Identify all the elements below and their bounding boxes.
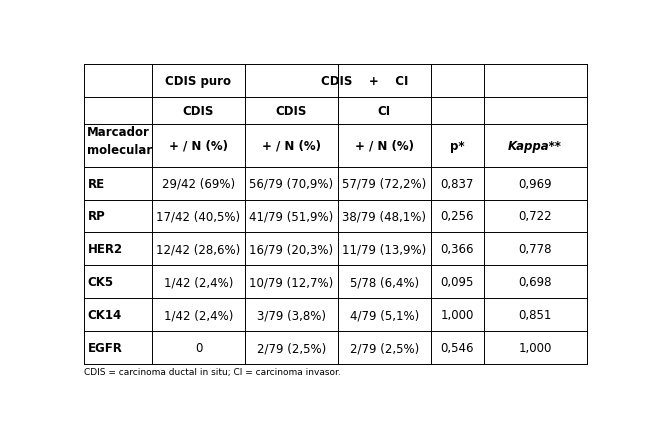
- Text: CI: CI: [378, 105, 391, 117]
- Text: 38/79 (48,1%): 38/79 (48,1%): [342, 210, 426, 223]
- Text: 41/79 (51,9%): 41/79 (51,9%): [249, 210, 334, 223]
- Text: 0,722: 0,722: [518, 210, 552, 223]
- Text: 0: 0: [195, 342, 202, 355]
- Text: + / N (%): + / N (%): [355, 139, 414, 152]
- Text: CK14: CK14: [88, 309, 122, 321]
- Text: 56/79 (70,9%): 56/79 (70,9%): [249, 177, 334, 190]
- Text: 1/42 (2,4%): 1/42 (2,4%): [164, 309, 233, 321]
- Text: CDIS    +    CI: CDIS + CI: [321, 74, 408, 88]
- Text: 16/79 (20,3%): 16/79 (20,3%): [249, 243, 334, 256]
- Text: 0,851: 0,851: [518, 309, 552, 321]
- Text: RE: RE: [88, 177, 105, 190]
- Text: 3/79 (3,8%): 3/79 (3,8%): [257, 309, 326, 321]
- Text: 11/79 (13,9%): 11/79 (13,9%): [342, 243, 426, 256]
- Text: 17/42 (40,5%): 17/42 (40,5%): [157, 210, 240, 223]
- Text: 1,000: 1,000: [441, 309, 474, 321]
- Text: CDIS puro: CDIS puro: [165, 74, 231, 88]
- Text: CDIS: CDIS: [276, 105, 307, 117]
- Text: 0,837: 0,837: [441, 177, 474, 190]
- Text: CDIS = carcinoma ductal in situ; CI = carcinoma invasor.: CDIS = carcinoma ductal in situ; CI = ca…: [84, 367, 341, 376]
- Text: p*: p*: [450, 139, 464, 152]
- Text: + / N (%): + / N (%): [262, 139, 321, 152]
- Text: 5/78 (6,4%): 5/78 (6,4%): [350, 276, 419, 289]
- Text: EGFR: EGFR: [88, 342, 123, 355]
- Text: 0,256: 0,256: [441, 210, 474, 223]
- Text: 0,969: 0,969: [518, 177, 552, 190]
- Text: Kappa**: Kappa**: [508, 139, 562, 152]
- Text: 0,778: 0,778: [518, 243, 552, 256]
- Text: 0,366: 0,366: [441, 243, 474, 256]
- Text: Marcador
molecular: Marcador molecular: [87, 126, 152, 157]
- Text: 1,000: 1,000: [518, 342, 552, 355]
- Text: CK5: CK5: [88, 276, 114, 289]
- Text: 4/79 (5,1%): 4/79 (5,1%): [350, 309, 419, 321]
- Text: + / N (%): + / N (%): [169, 139, 228, 152]
- Text: 0,095: 0,095: [441, 276, 474, 289]
- Text: 2/79 (2,5%): 2/79 (2,5%): [257, 342, 326, 355]
- Text: 10/79 (12,7%): 10/79 (12,7%): [249, 276, 334, 289]
- Text: HER2: HER2: [88, 243, 123, 256]
- Text: CDIS: CDIS: [183, 105, 214, 117]
- Text: 0,546: 0,546: [441, 342, 474, 355]
- Text: 1/42 (2,4%): 1/42 (2,4%): [164, 276, 233, 289]
- Text: RP: RP: [88, 210, 105, 223]
- Text: 0,698: 0,698: [518, 276, 552, 289]
- Text: 12/42 (28,6%): 12/42 (28,6%): [156, 243, 240, 256]
- Text: 29/42 (69%): 29/42 (69%): [162, 177, 235, 190]
- Text: 2/79 (2,5%): 2/79 (2,5%): [350, 342, 419, 355]
- Text: 57/79 (72,2%): 57/79 (72,2%): [342, 177, 426, 190]
